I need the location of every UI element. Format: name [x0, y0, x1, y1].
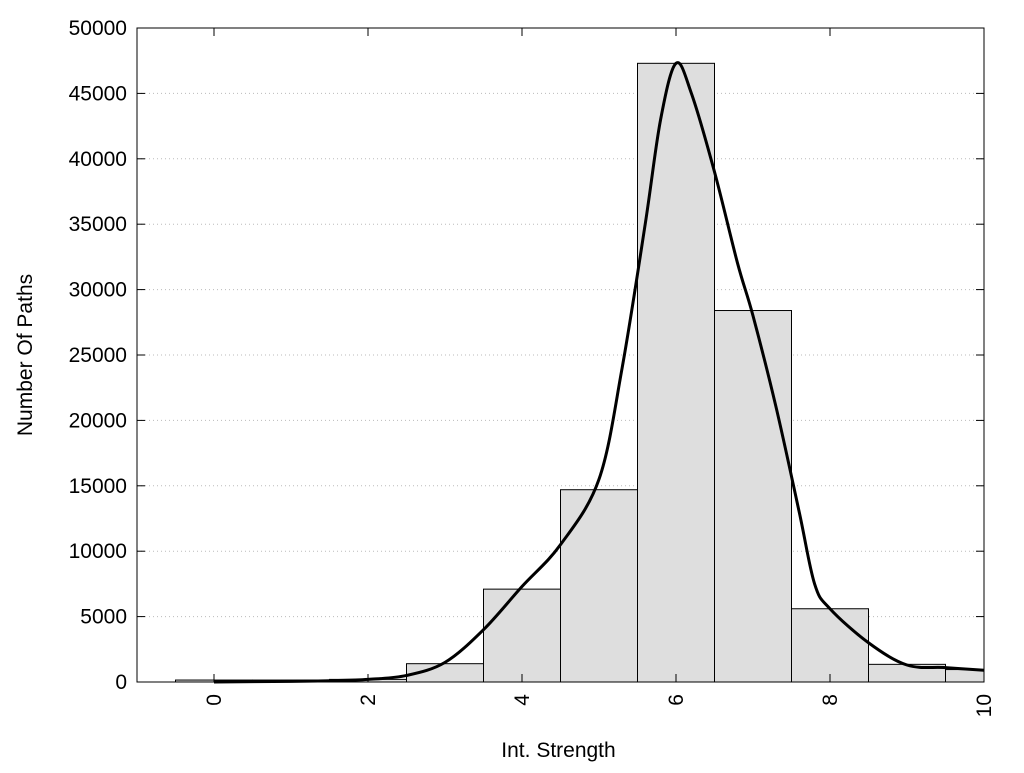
x-tick-label: 0: [203, 694, 226, 706]
bar: [791, 608, 869, 683]
x-tick-label: 6: [665, 694, 688, 706]
y-tick-label: 50000: [69, 17, 127, 40]
bar: [483, 588, 561, 683]
y-tick-label: 25000: [69, 344, 127, 367]
y-axis-title: Number Of Paths: [14, 274, 37, 436]
bar: [714, 310, 792, 683]
bar: [637, 62, 715, 683]
x-tick-label: 10: [973, 694, 996, 717]
bar: [560, 489, 638, 683]
bar: [945, 669, 985, 683]
x-tick-label: 4: [511, 694, 534, 706]
bars-layer: [175, 62, 985, 683]
y-tick-label: 40000: [69, 148, 127, 171]
y-tick-label: 5000: [80, 606, 127, 629]
x-tick-label: 8: [819, 694, 842, 706]
y-axis: 0 5000 10000 15000 20000 25000 30000 35000 40000…: [69, 17, 984, 694]
y-tick-label: 10000: [69, 540, 127, 563]
y-tick-label: 20000: [69, 409, 127, 432]
y-tick-label: 45000: [69, 82, 127, 105]
x-axis-title: Int. Strength: [501, 739, 615, 762]
y-tick-label: 35000: [69, 213, 127, 236]
y-tick-label: 15000: [69, 475, 127, 498]
y-tick-label: 30000: [69, 279, 127, 302]
x-axis: 0 2 4 6 8 10: [203, 28, 996, 717]
density-curve: [213, 61, 985, 684]
x-tick-label: 2: [357, 694, 380, 706]
curve-layer: [213, 61, 985, 684]
y-tick-label: 0: [115, 671, 127, 694]
